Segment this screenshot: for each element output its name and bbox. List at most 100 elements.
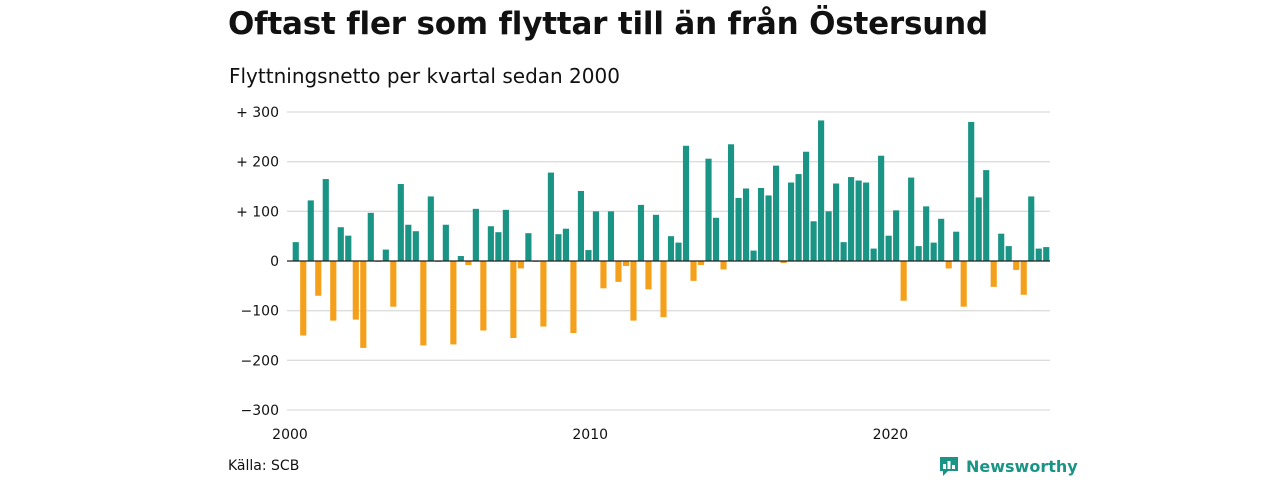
gridlines bbox=[287, 111, 1050, 411]
bar bbox=[622, 261, 630, 266]
x-tick-label: 2000 bbox=[272, 427, 308, 443]
bar bbox=[930, 242, 937, 261]
bar bbox=[637, 204, 645, 261]
bar bbox=[765, 195, 772, 261]
bar bbox=[908, 177, 915, 261]
bar bbox=[720, 261, 727, 270]
bar bbox=[855, 180, 862, 261]
bar bbox=[457, 256, 464, 261]
bar bbox=[585, 250, 592, 261]
bar bbox=[337, 227, 344, 261]
bar bbox=[405, 224, 412, 261]
bar bbox=[367, 212, 374, 261]
bar bbox=[547, 172, 554, 261]
bar bbox=[442, 224, 449, 261]
y-tick-label: 0 bbox=[270, 254, 279, 270]
bar bbox=[555, 234, 562, 261]
bar bbox=[870, 248, 877, 261]
y-tick-label: + 100 bbox=[236, 204, 279, 220]
bar bbox=[1013, 261, 1020, 270]
bar bbox=[938, 218, 945, 261]
bar bbox=[690, 261, 697, 281]
bar bbox=[480, 261, 487, 331]
bar bbox=[727, 144, 735, 261]
bar bbox=[900, 261, 907, 301]
bar bbox=[307, 200, 314, 261]
bars bbox=[292, 120, 1050, 348]
bar bbox=[660, 261, 667, 318]
bar bbox=[945, 261, 952, 269]
bar bbox=[472, 208, 479, 261]
bar bbox=[960, 261, 967, 307]
bar bbox=[397, 184, 404, 261]
bar bbox=[1035, 248, 1042, 261]
chart-subtitle: Flyttningsnetto per kvartal sedan 2000 bbox=[229, 64, 620, 88]
bar bbox=[292, 242, 299, 261]
bar bbox=[863, 182, 870, 261]
bar bbox=[788, 182, 795, 261]
bar bbox=[757, 187, 765, 261]
bar bbox=[615, 261, 622, 282]
bar bbox=[697, 261, 705, 265]
bar bbox=[412, 231, 419, 261]
bar bbox=[667, 236, 675, 261]
bar bbox=[983, 170, 990, 261]
bar bbox=[998, 233, 1005, 261]
y-tick-label: −300 bbox=[241, 403, 279, 419]
bar bbox=[420, 261, 427, 346]
bar bbox=[592, 211, 600, 261]
bar bbox=[923, 206, 930, 261]
y-axis-ticks: + 300 + 200 + 100 0 −100 −200 −300 bbox=[236, 105, 279, 419]
bar bbox=[465, 261, 472, 265]
bar bbox=[630, 261, 637, 321]
bar bbox=[495, 232, 502, 261]
bar bbox=[1028, 196, 1035, 261]
bar bbox=[750, 250, 757, 261]
bar bbox=[360, 261, 367, 348]
bar bbox=[352, 261, 359, 320]
bar bbox=[382, 249, 389, 261]
bar bbox=[300, 261, 307, 336]
bar bbox=[345, 235, 352, 261]
bar bbox=[735, 197, 742, 261]
bar bbox=[540, 261, 547, 327]
brand-name: Newsworthy bbox=[966, 456, 1078, 476]
bar bbox=[1005, 246, 1012, 261]
bar bbox=[803, 151, 810, 261]
bar bbox=[652, 214, 660, 261]
bar bbox=[600, 261, 607, 289]
bar bbox=[878, 155, 885, 261]
bar bbox=[502, 209, 509, 261]
bar bbox=[968, 121, 975, 262]
bar bbox=[795, 174, 802, 261]
bar bbox=[780, 261, 787, 263]
bar bbox=[570, 261, 577, 334]
bar bbox=[510, 261, 517, 338]
bar bbox=[840, 242, 847, 261]
bar bbox=[975, 197, 982, 261]
newsworthy-brand[interactable]: Newsworthy bbox=[938, 455, 1078, 477]
bar bbox=[772, 165, 780, 261]
bar bbox=[390, 261, 397, 307]
y-tick-label: −200 bbox=[241, 353, 279, 369]
bar bbox=[562, 228, 569, 261]
bar bbox=[517, 261, 524, 269]
bar bbox=[825, 211, 832, 261]
y-tick-label: −100 bbox=[241, 304, 279, 320]
bar bbox=[848, 177, 855, 261]
bar bbox=[315, 261, 322, 296]
y-tick-label: + 200 bbox=[236, 155, 279, 171]
bar bbox=[833, 183, 840, 261]
bar bbox=[712, 217, 720, 261]
bar bbox=[818, 120, 825, 261]
bar bbox=[525, 233, 532, 261]
bar bbox=[1020, 261, 1027, 295]
bar bbox=[322, 179, 329, 261]
bar bbox=[645, 261, 652, 290]
bar bbox=[330, 261, 337, 321]
bar bbox=[682, 145, 690, 261]
x-tick-label: 2010 bbox=[572, 427, 608, 443]
x-axis-ticks: 2000 2010 2020 bbox=[272, 427, 908, 443]
chart-title: Oftast fler som flyttar till än från Öst… bbox=[228, 6, 989, 42]
